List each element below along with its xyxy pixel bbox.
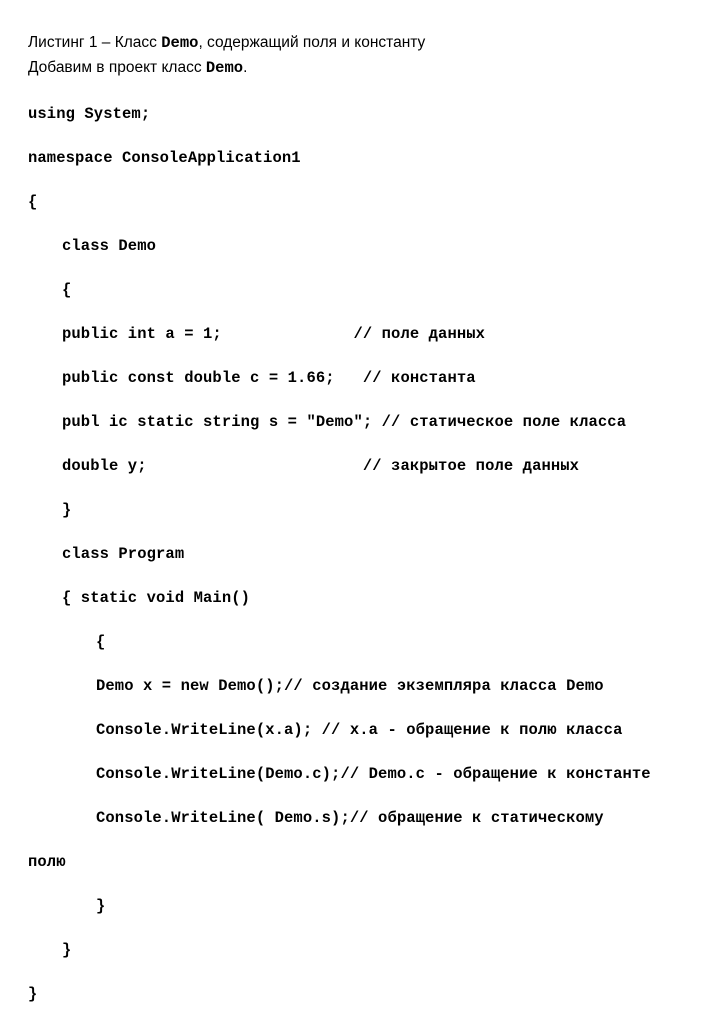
code-line: class Program [28, 543, 700, 565]
listing-caption: Листинг 1 – Класс Demo, содержащий поля … [28, 32, 700, 55]
code-line: double y; // закрытое поле данных [28, 455, 700, 477]
code-line: using System; [28, 103, 700, 125]
code-line: class Demo [28, 235, 700, 257]
intro-line: Добавим в проект класс Demo. [28, 57, 700, 80]
code-line: { [28, 191, 700, 213]
code-line: } [28, 939, 700, 961]
code-line: Console.WriteLine(Demo.c);// Demo.c - об… [28, 763, 700, 785]
code-line: public int a = 1; // поле данных [28, 323, 700, 345]
intro-suffix: . [243, 59, 247, 76]
code-line: { static void Main() [28, 587, 700, 609]
code-line: { [28, 279, 700, 301]
intro-class-name: Demo [206, 59, 243, 77]
code-line: } [28, 895, 700, 917]
code-line: publ ic static string s = "Demo"; // ста… [28, 411, 700, 433]
code-line: } [28, 983, 700, 1005]
code-line: Demo x = new Demo();// создание экземпля… [28, 675, 700, 697]
code-line: полю [28, 851, 700, 873]
caption-prefix: Листинг 1 – Класс [28, 34, 161, 51]
code-line: } [28, 499, 700, 521]
code-line: { [28, 631, 700, 653]
caption-suffix: , содержащий поля и константу [198, 34, 425, 51]
intro-prefix: Добавим в проект класс [28, 59, 206, 76]
caption-class-name: Demo [161, 34, 198, 52]
code-line: Console.WriteLine(x.a); // x.a - обращен… [28, 719, 700, 741]
code-line: namespace ConsoleApplication1 [28, 147, 700, 169]
code-line: public const double c = 1.66; // констан… [28, 367, 700, 389]
code-line: Console.WriteLine( Demo.s);// обращение … [28, 807, 700, 829]
code-listing: using System; namespace ConsoleApplicati… [28, 81, 700, 1027]
